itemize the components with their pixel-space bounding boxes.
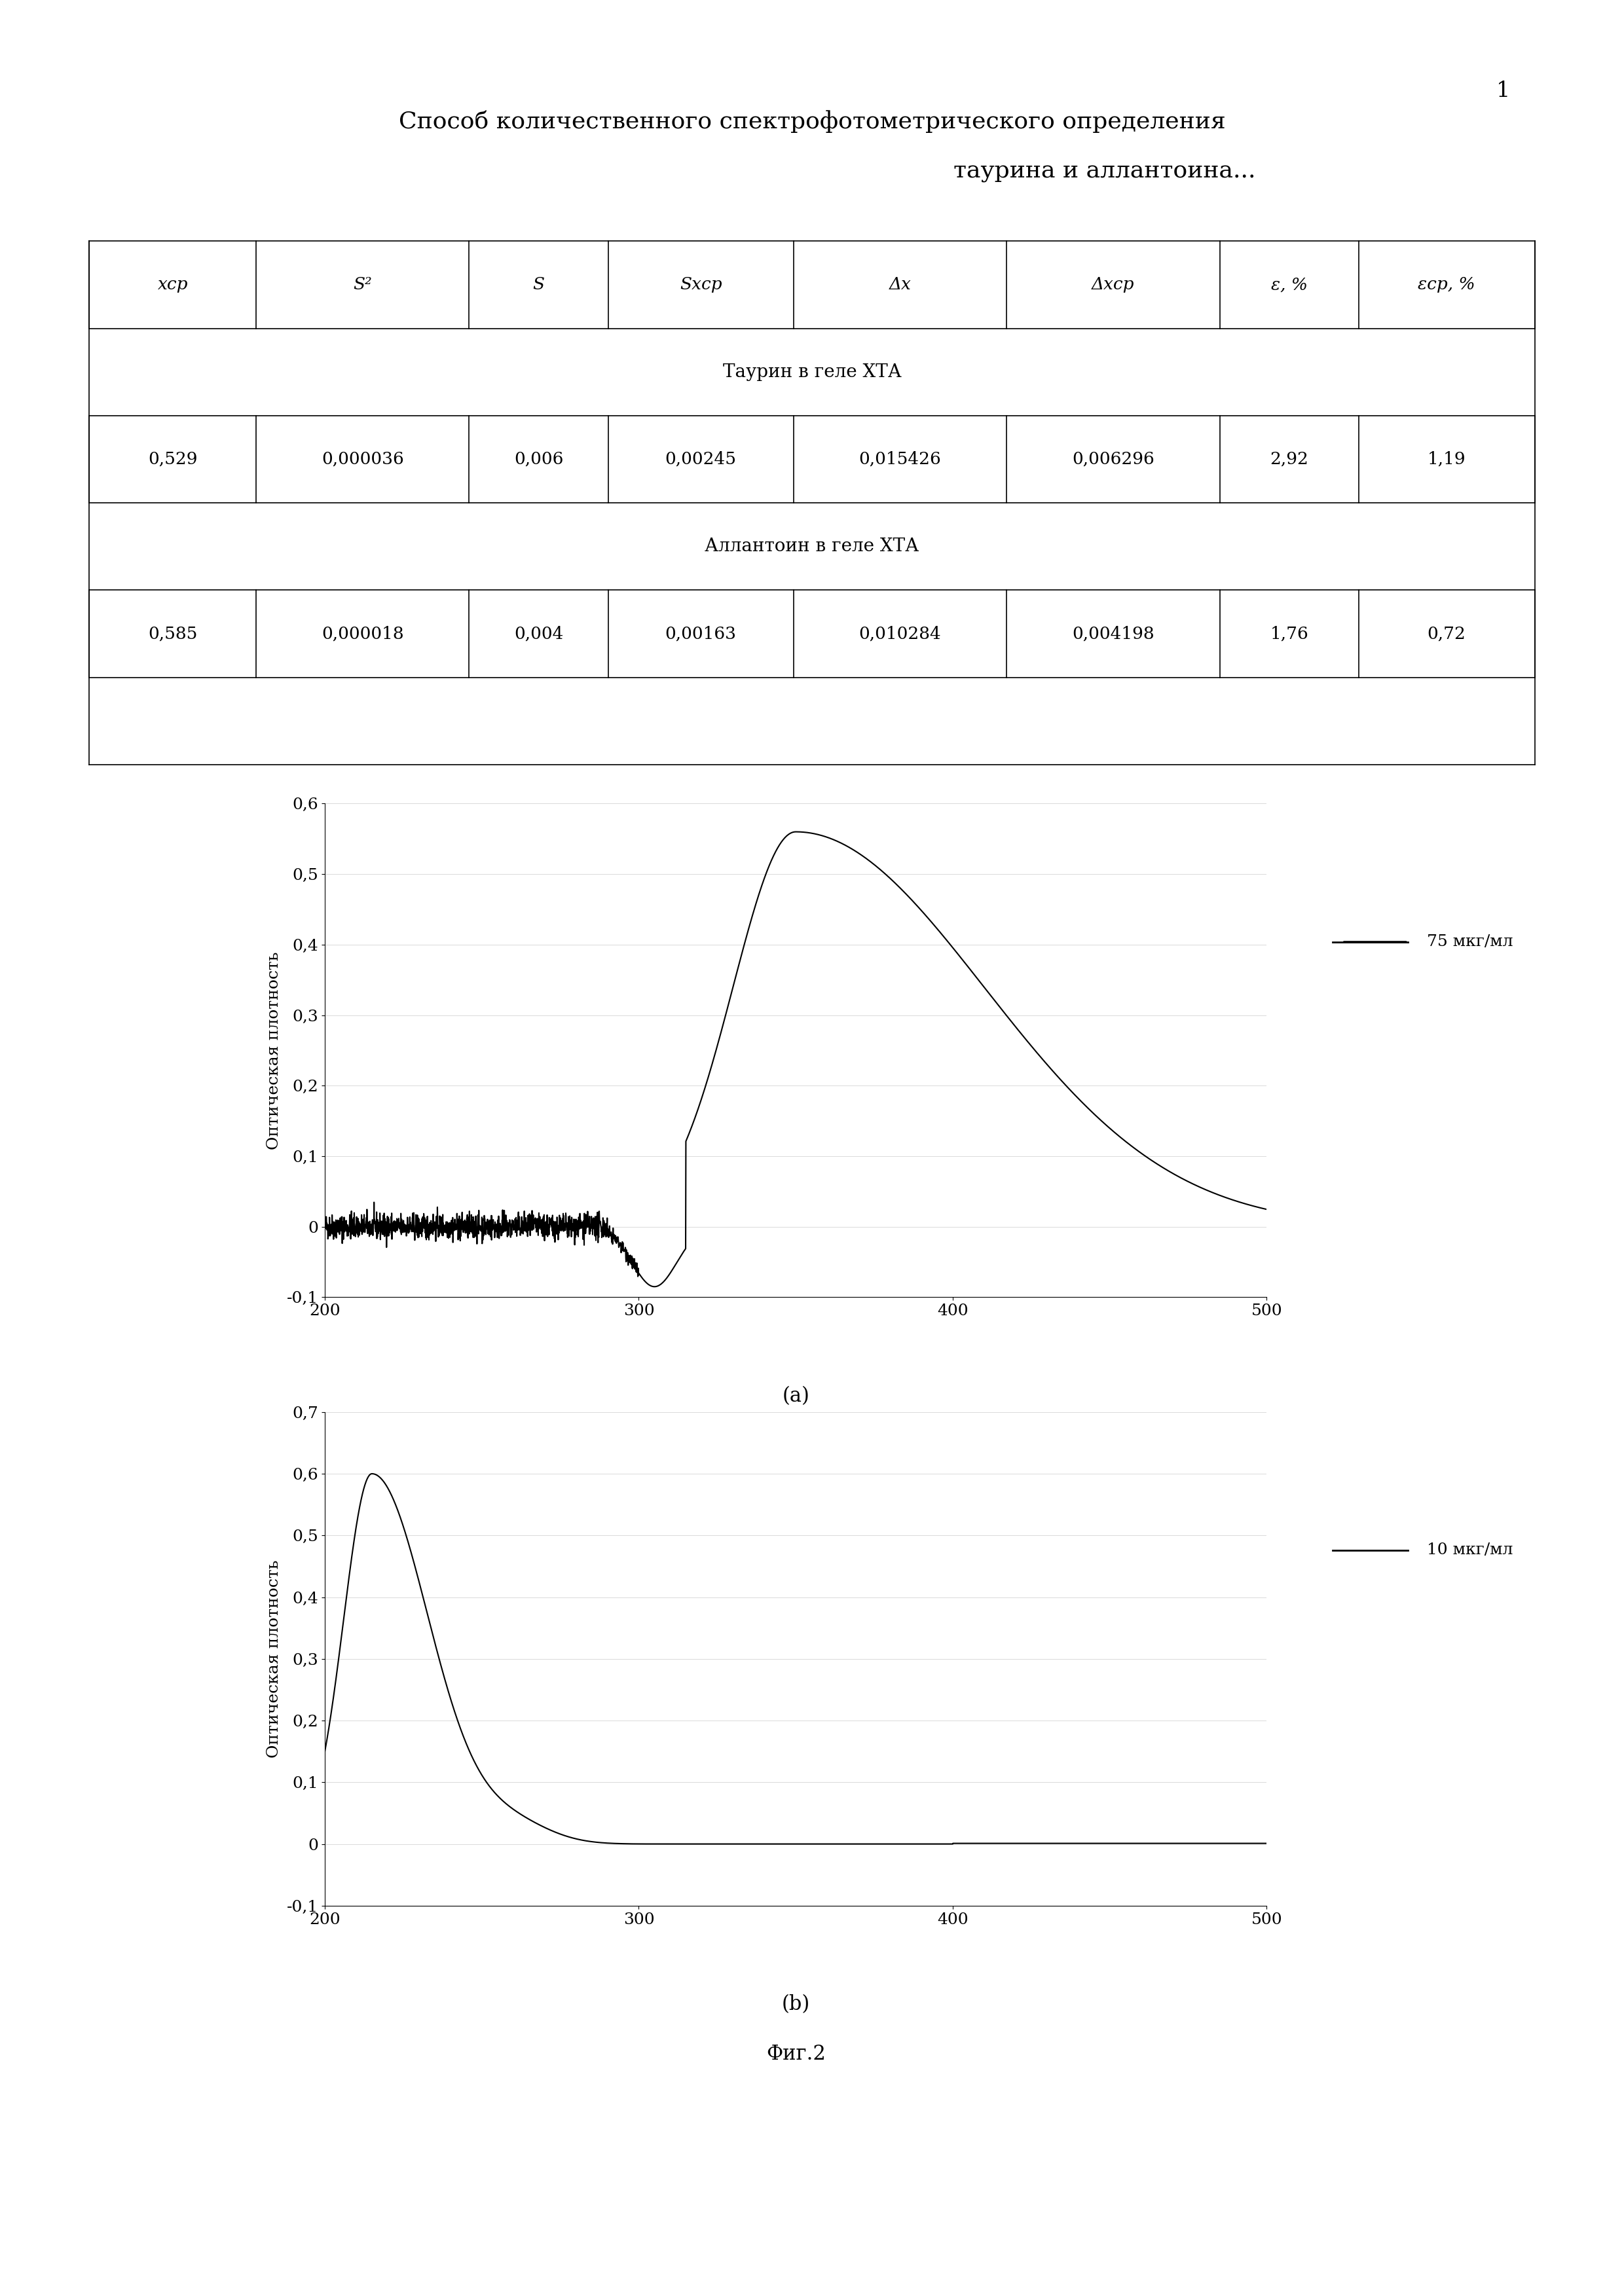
Text: 0,00245: 0,00245 — [666, 450, 737, 468]
Text: 0,529: 0,529 — [148, 450, 198, 468]
Text: Фиг.1: Фиг.1 — [783, 806, 841, 827]
Text: 2,92: 2,92 — [1270, 450, 1309, 468]
Text: таурина и аллантоина...: таурина и аллантоина... — [953, 161, 1255, 184]
Text: 0,006296: 0,006296 — [1072, 450, 1155, 468]
Text: ε, %: ε, % — [1272, 276, 1307, 294]
Text: Sхср: Sхср — [680, 276, 723, 294]
Text: Δxср: Δxср — [1091, 276, 1135, 294]
Text: Δx: Δx — [888, 276, 911, 294]
Text: Способ количественного спектрофотометрического определения: Способ количественного спектрофотометрич… — [398, 110, 1226, 133]
Text: 1,76: 1,76 — [1270, 625, 1309, 643]
Text: Фиг.2: Фиг.2 — [767, 2043, 825, 2064]
Text: εср, %: εср, % — [1418, 276, 1475, 294]
Text: 10 мкг/мл: 10 мкг/мл — [1427, 1543, 1514, 1557]
Text: S: S — [533, 276, 544, 294]
Y-axis label: Оптическая плотность: Оптическая плотность — [266, 951, 281, 1150]
Text: (b): (b) — [781, 1995, 810, 2016]
Text: 75 мкг/мл: 75 мкг/мл — [1427, 934, 1514, 948]
Text: Аллантоин в геле ХТА: Аллантоин в геле ХТА — [705, 537, 919, 556]
Y-axis label: Оптическая плотность: Оптическая плотность — [266, 1559, 281, 1759]
Text: 0,004: 0,004 — [515, 625, 564, 643]
Text: (a): (a) — [783, 1387, 809, 1407]
Text: xср: xср — [158, 276, 188, 294]
Text: 1: 1 — [1496, 80, 1510, 101]
Text: 0,000036: 0,000036 — [322, 450, 404, 468]
Text: 0,015426: 0,015426 — [859, 450, 942, 468]
Text: 0,00163: 0,00163 — [666, 625, 737, 643]
Text: 0,010284: 0,010284 — [859, 625, 942, 643]
Text: 0,000018: 0,000018 — [322, 625, 404, 643]
Text: 1,19: 1,19 — [1427, 450, 1466, 468]
Text: 0,585: 0,585 — [148, 625, 198, 643]
Text: Таурин в геле ХТА: Таурин в геле ХТА — [723, 363, 901, 381]
Text: 0,004198: 0,004198 — [1072, 625, 1155, 643]
Text: S²: S² — [354, 276, 372, 294]
Text: 0,006: 0,006 — [515, 450, 564, 468]
Text: 0,72: 0,72 — [1427, 625, 1466, 643]
